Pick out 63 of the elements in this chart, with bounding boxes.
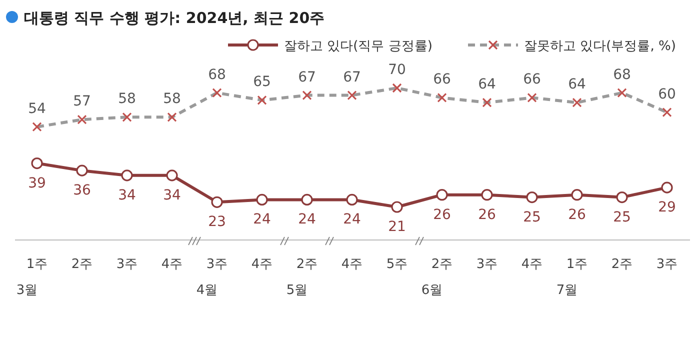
data-label: 65 [253, 74, 271, 90]
legend-label: 잘못하고 있다(부정률, %) [524, 39, 676, 54]
x-tick-label: 1주 7월 [556, 257, 588, 298]
data-label: 26 [568, 206, 586, 223]
data-label: 60 [658, 86, 676, 102]
data-label: 54 [28, 100, 46, 117]
data-label: 67 [343, 69, 361, 86]
data-label: 24 [343, 212, 361, 228]
x-tick-label: 5주 [386, 257, 408, 272]
data-label: 25 [613, 209, 631, 226]
data-label: 58 [163, 91, 181, 108]
point [211, 196, 223, 208]
point [661, 182, 673, 194]
point [31, 157, 43, 170]
data-label: 36 [73, 182, 91, 199]
x-tick-label: 2주 5월 [286, 257, 318, 298]
x-tick-label: 4주 [341, 257, 363, 272]
x-tick-label: 2주 [71, 257, 93, 272]
data-label: 34 [163, 187, 181, 204]
data-label: 66 [523, 72, 541, 88]
point [436, 189, 448, 201]
data-label: 68 [208, 66, 226, 83]
data-label: 66 [433, 72, 451, 88]
data-label: 26 [478, 206, 496, 223]
data-label: 25 [523, 209, 541, 226]
data-label: 23 [208, 214, 226, 230]
data-label: 58 [118, 91, 136, 108]
data-label: 64 [478, 76, 496, 93]
x-tick-label: 3주 [476, 257, 498, 272]
x-tick-label: 4주 [521, 257, 543, 272]
x-tick-label: 4주 [251, 257, 273, 272]
x-tick-label: 2주 [611, 257, 633, 272]
x-tick-label: 3주 4월 [196, 257, 228, 298]
point [526, 191, 538, 204]
point [346, 194, 358, 206]
data-label: 67 [298, 69, 316, 86]
data-label: 68 [613, 66, 631, 83]
data-label: 29 [658, 200, 676, 216]
point [76, 164, 88, 176]
x-tick-label: 4주 [161, 257, 183, 272]
point [121, 170, 133, 182]
data-label: 34 [118, 187, 136, 204]
point [616, 191, 628, 204]
point [301, 194, 313, 206]
point [166, 170, 178, 182]
data-label: 64 [568, 76, 586, 93]
legend-label: 잘하고 있다(직무 긍정률) [284, 39, 432, 54]
point [481, 189, 493, 201]
data-label: 24 [253, 212, 271, 228]
data-label: 39 [28, 175, 46, 192]
x-tick-label: 1주 3월 [16, 257, 48, 298]
point [571, 189, 583, 201]
x-tick-label: 3주 [116, 257, 138, 272]
x-tick-label: 2주 6월 [421, 257, 453, 298]
data-label: 24 [298, 212, 316, 228]
chart-title: 대통령 직무 수행 평가: 2024년, 최근 20주 [24, 9, 325, 27]
point [391, 201, 403, 213]
data-label: 21 [388, 219, 406, 235]
x-tick-label: 3주 [656, 257, 678, 272]
data-label: 57 [73, 94, 91, 110]
data-label: 70 [388, 62, 406, 78]
data-label: 26 [433, 206, 451, 223]
point [256, 194, 268, 206]
